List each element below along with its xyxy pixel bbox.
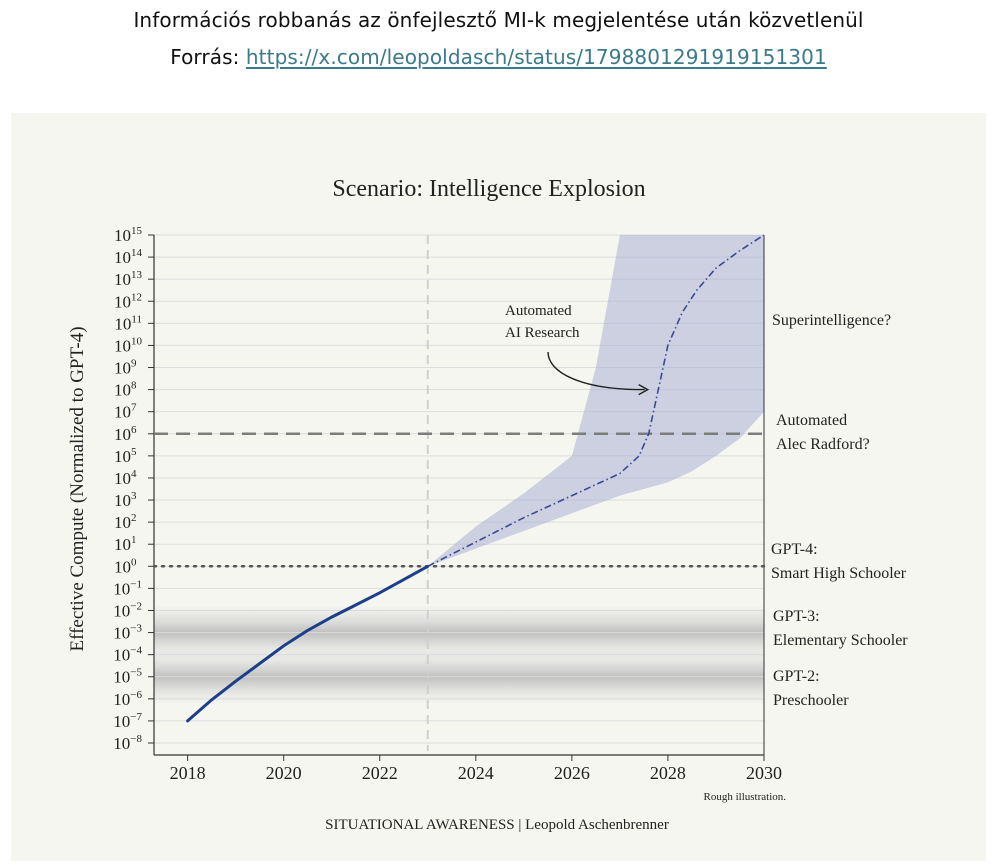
y-tick-label: 107 — [114, 402, 142, 422]
y-tick-label: 102 — [114, 512, 142, 532]
y-tick-label: 1014 — [114, 247, 143, 267]
side-label: Elementary Schooler — [773, 632, 908, 649]
y-tick-label: 10−7 — [113, 711, 142, 731]
x-tick-label: 2018 — [170, 763, 206, 783]
y-tick-label: 10−4 — [113, 645, 142, 665]
footnote: Rough illustration. — [704, 791, 787, 803]
x-tick-label: 2020 — [266, 763, 302, 783]
y-tick-label: 10−6 — [113, 689, 142, 709]
side-label: Smart High Schooler — [771, 565, 907, 582]
y-tick-label: 104 — [114, 468, 142, 488]
credit: SITUATIONAL AWARENESS | Leopold Aschenbr… — [325, 817, 669, 833]
y-tick-label: 103 — [114, 490, 142, 510]
y-tick-label: 106 — [114, 424, 142, 444]
side-label: Automated — [776, 412, 847, 429]
y-tick-label: 109 — [114, 358, 142, 378]
y-tick-label: 105 — [114, 446, 142, 466]
source-label: Forrás: — [170, 45, 246, 69]
x-tick-label: 2024 — [458, 763, 494, 783]
series-line — [427, 234, 765, 568]
side-label: Superintelligence? — [772, 312, 891, 329]
annotation-arrowhead — [638, 383, 650, 396]
side-label: GPT-3: — [773, 608, 820, 625]
chart-title: Scenario: Intelligence Explosion — [332, 176, 645, 202]
y-tick-label: 10−8 — [113, 733, 142, 753]
chart-panel — [11, 113, 986, 861]
y-tick-label: 10−2 — [113, 600, 142, 620]
y-tick-label: 108 — [114, 380, 142, 400]
x-tick-label: 2028 — [650, 763, 686, 783]
y-tick-label: 1013 — [114, 269, 143, 289]
side-label: Alec Radford? — [776, 436, 870, 453]
side-label: GPT-2: — [773, 668, 820, 685]
x-tick-label: 2026 — [554, 763, 590, 783]
y-tick-label: 100 — [114, 556, 142, 576]
side-label: GPT-4: — [771, 541, 818, 558]
y-tick-label: 1015 — [114, 225, 143, 245]
annotation-label: AI Research — [505, 325, 580, 341]
annotation-label: Automated — [505, 303, 572, 319]
y-tick-label: 101 — [114, 534, 142, 554]
y-tick-label: 1012 — [114, 291, 142, 311]
series-line — [186, 564, 430, 723]
y-tick-label: 10−5 — [113, 667, 142, 687]
y-tick-label: 1011 — [114, 313, 142, 333]
caption-source: Forrás: https://x.com/leopoldasch/status… — [0, 45, 997, 69]
annotation-arrow — [547, 351, 645, 391]
x-tick-label: 2022 — [362, 763, 398, 783]
caption-title: Információs robbanás az önfejlesztő MI-k… — [133, 8, 864, 32]
y-tick-label: 10−3 — [113, 623, 142, 643]
y-tick-label: 1010 — [114, 335, 143, 355]
side-label: Preschooler — [773, 692, 849, 709]
x-tick-label: 2030 — [746, 763, 782, 783]
y-axis-label: Effective Compute (Normalized to GPT-4) — [67, 326, 88, 651]
source-link[interactable]: https://x.com/leopoldasch/status/1798801… — [245, 45, 827, 69]
y-tick-label: 10−1 — [113, 578, 142, 598]
uncertainty-band — [427, 235, 764, 567]
